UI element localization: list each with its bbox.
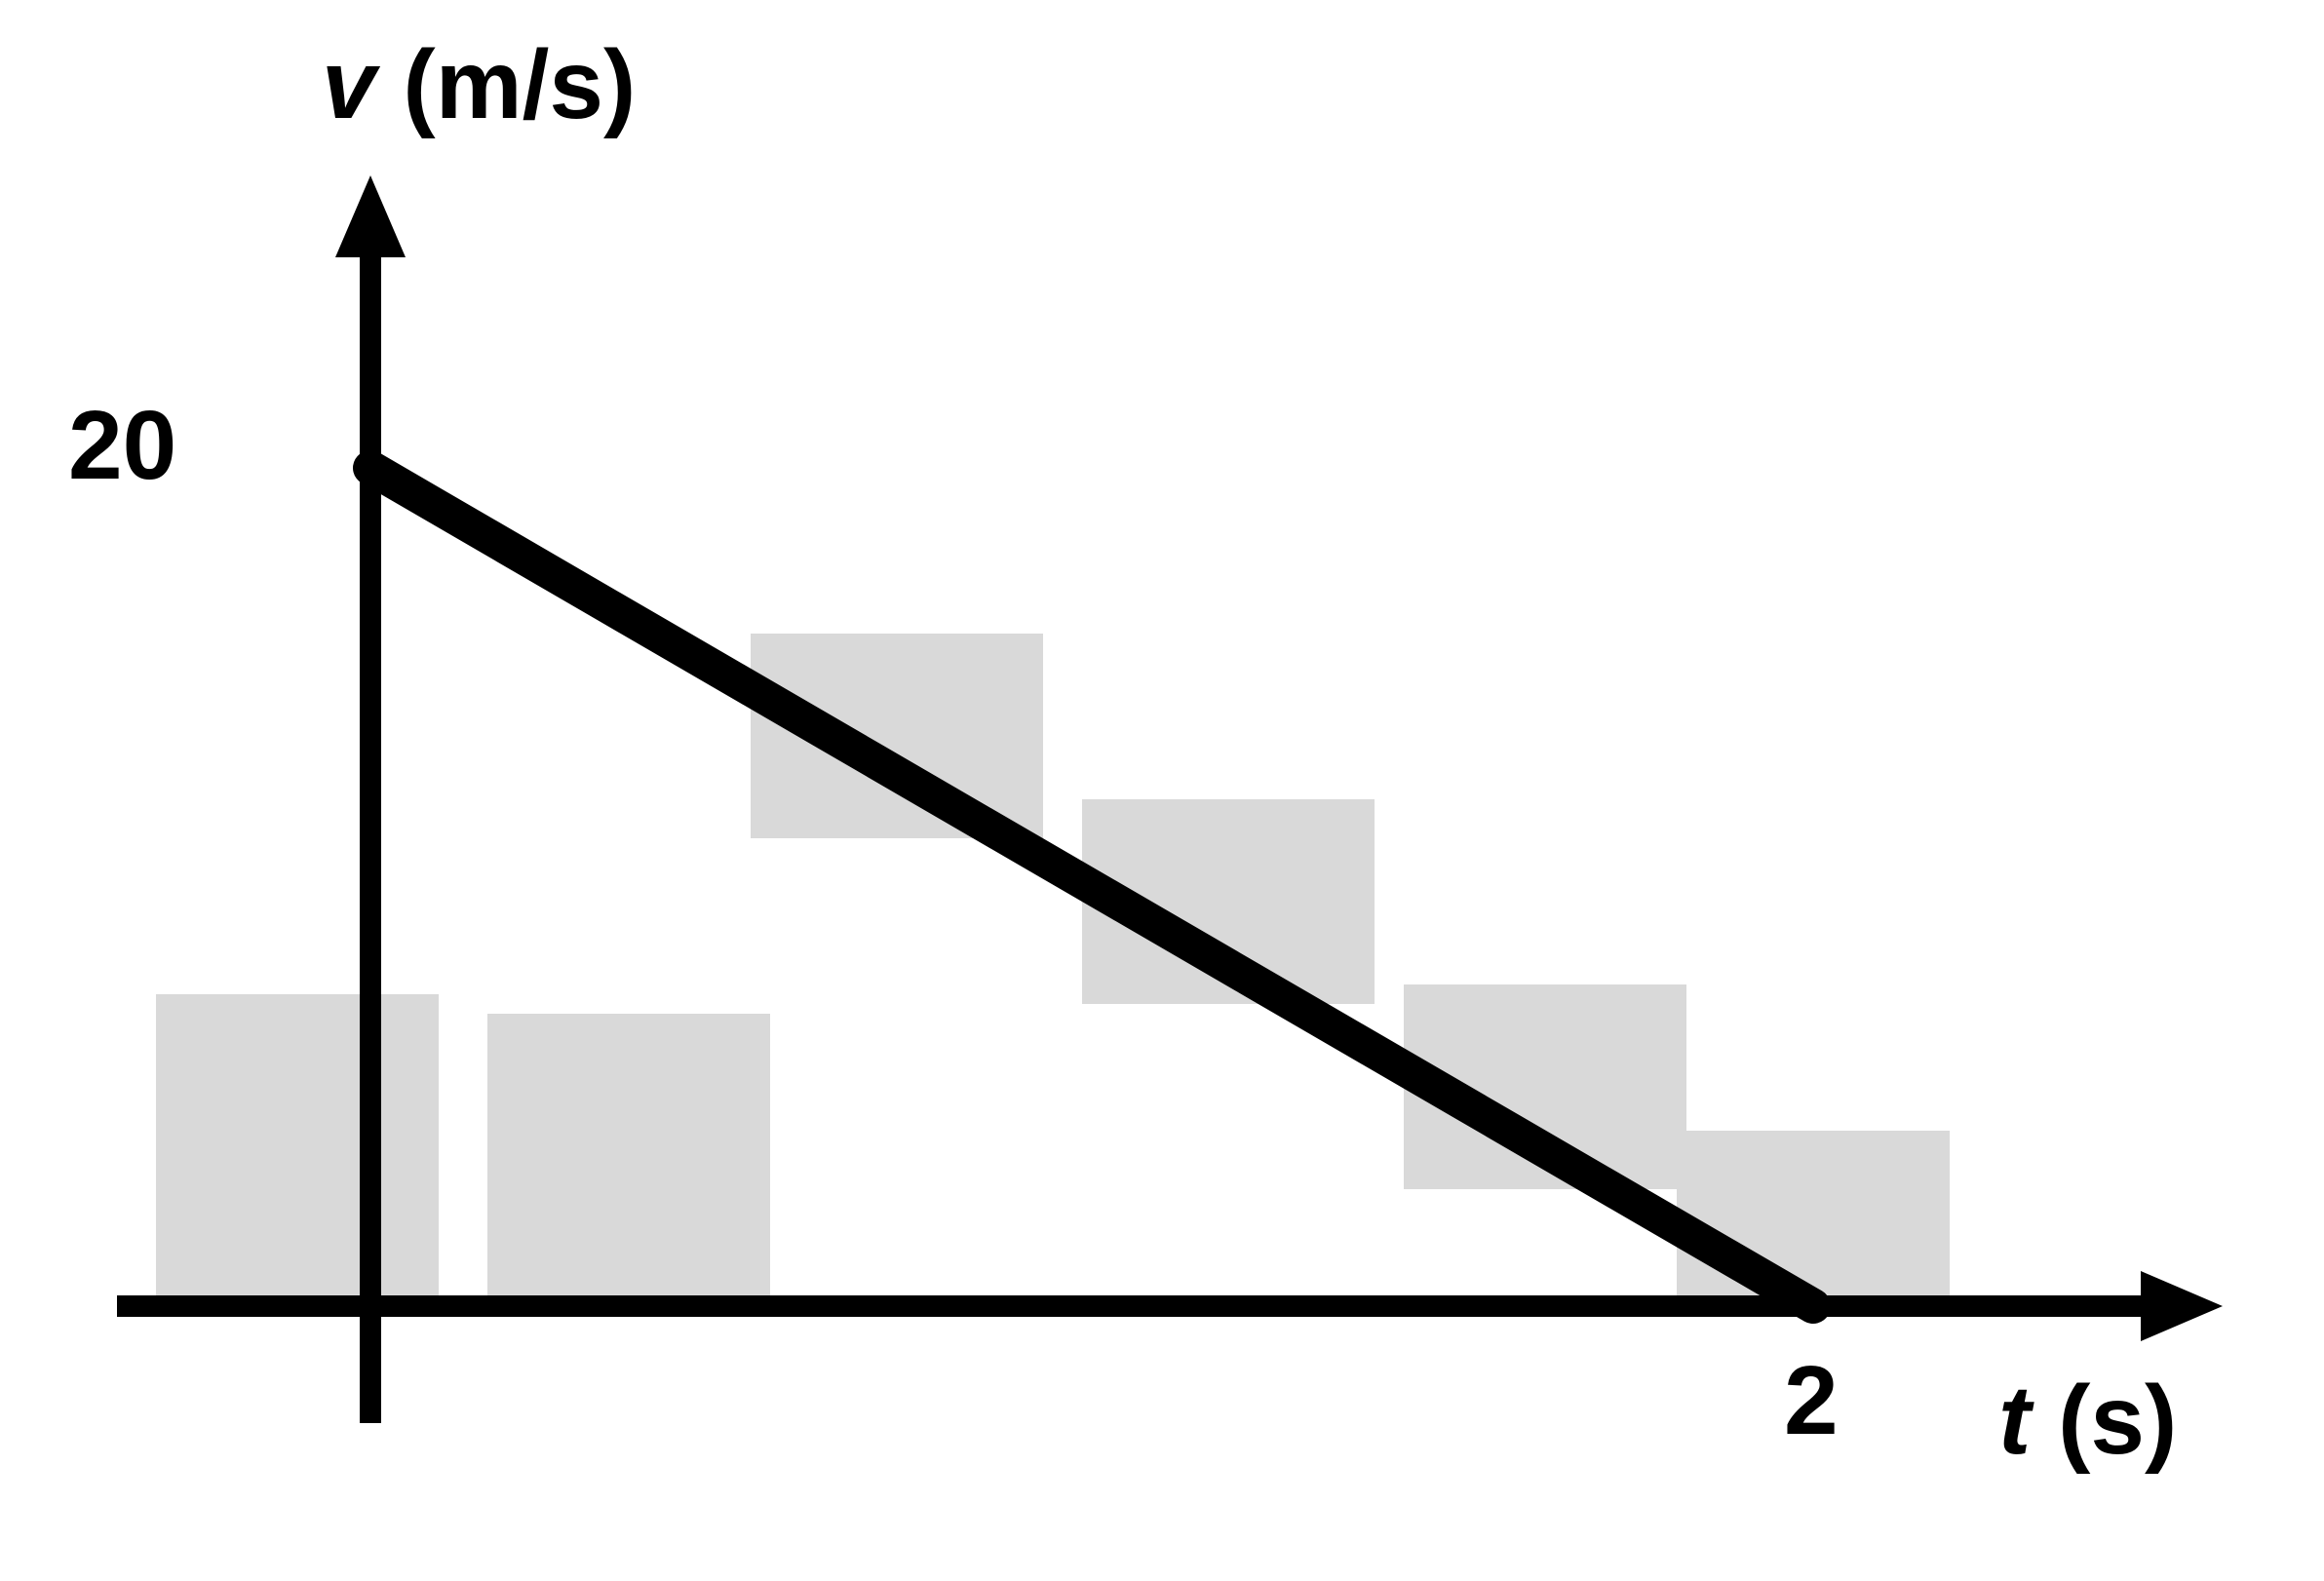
x-tick-label: 2 — [1784, 1345, 1839, 1457]
chart-svg — [0, 0, 2324, 1576]
x-axis-label: t (s) — [1998, 1365, 2177, 1477]
y-tick-label: 20 — [68, 390, 176, 502]
y-axis-label: v (m/s) — [322, 29, 636, 141]
velocity-time-chart: v (m/s) 20 2 t (s) — [0, 0, 2324, 1576]
x-axis-label-text: t (s) — [1998, 1366, 2177, 1475]
y-axis-label-text: v (m/s) — [322, 30, 636, 139]
